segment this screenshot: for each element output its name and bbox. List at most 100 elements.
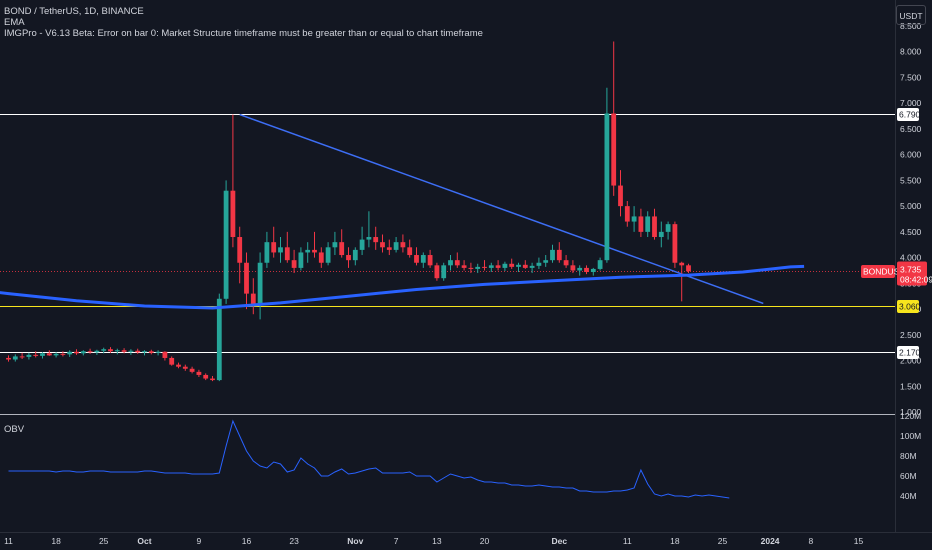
- candle-body: [597, 260, 603, 269]
- symbol-tag-text: BONDUSDT: [863, 267, 911, 277]
- time-tick-label: 23: [289, 536, 299, 546]
- time-tick-label: 9: [197, 536, 202, 546]
- obv-tick-label: 100M: [900, 431, 921, 441]
- candle-body: [393, 242, 399, 250]
- candle-body: [414, 255, 419, 263]
- candle-body: [114, 350, 120, 352]
- candle-body: [257, 262, 263, 304]
- candle-body: [482, 266, 487, 268]
- candle-body: [536, 262, 542, 266]
- candle-body: [230, 190, 236, 238]
- price-tick-label: 6.000: [900, 150, 922, 160]
- obv-line: [8, 419, 730, 499]
- level-price-text: 2.170: [899, 348, 921, 358]
- time-tick-label: 11: [623, 536, 632, 546]
- candle-body: [216, 298, 222, 381]
- candle-body: [563, 260, 569, 266]
- candle-body: [67, 351, 73, 355]
- time-tick-label: 16: [242, 536, 252, 546]
- candle-body: [672, 224, 678, 263]
- candle-body: [570, 265, 576, 271]
- candle-body: [87, 351, 93, 353]
- time-tick-label: 11: [4, 536, 13, 546]
- candle-body: [210, 378, 215, 381]
- candle-body: [434, 265, 440, 279]
- candle-body: [318, 252, 324, 263]
- price-tick-label: 5.500: [900, 175, 922, 185]
- level-price-tag: [897, 346, 919, 359]
- candle-body: [427, 255, 433, 266]
- candle-body: [80, 351, 86, 354]
- time-tick-label: 20: [480, 536, 490, 546]
- price-tick-label: 8.000: [900, 47, 922, 57]
- price-tick-label: 1.000: [900, 407, 922, 417]
- obv-tick-label: 80M: [900, 451, 917, 461]
- chart-legend: BOND / TetherUS, 1D, BINANCE EMA IMGPro …: [4, 6, 483, 39]
- candle-body: [182, 366, 188, 369]
- time-tick-label: 18: [670, 536, 680, 546]
- candle-body: [46, 353, 52, 356]
- candle-body: [312, 249, 317, 253]
- level-price-tag: [897, 300, 919, 313]
- candle-body: [305, 249, 311, 253]
- candle-body: [380, 242, 385, 248]
- candle-body: [101, 349, 107, 351]
- candle-body: [502, 263, 508, 268]
- time-tick-label: 7: [394, 536, 399, 546]
- candle-body: [373, 237, 379, 243]
- candle-body: [6, 357, 11, 360]
- candle-body: [250, 293, 256, 304]
- price-tick-label: 5.000: [900, 201, 922, 211]
- candle-body: [658, 231, 664, 238]
- candle-body: [26, 354, 32, 357]
- ema-legend[interactable]: EMA: [4, 17, 25, 28]
- price-tick-label: 7.500: [900, 72, 922, 82]
- level-price-text: 3.060: [899, 302, 921, 312]
- obv-tick-label: 120M: [900, 411, 921, 421]
- time-tick-label: 25: [718, 536, 728, 546]
- time-tick-label: 13: [432, 536, 442, 546]
- candle-body: [448, 260, 453, 266]
- candle-body: [509, 263, 515, 267]
- candle-body: [679, 262, 685, 266]
- time-tick-label: Nov: [347, 536, 363, 546]
- candle-body: [543, 260, 549, 263]
- candle-body: [339, 242, 345, 256]
- candle-body: [223, 190, 229, 299]
- obv-tick-label: 60M: [900, 471, 917, 481]
- time-tick-label: Oct: [137, 536, 151, 546]
- candle-body: [332, 242, 338, 248]
- candle-body: [162, 351, 168, 358]
- candle-body: [298, 252, 304, 268]
- obv-legend[interactable]: OBV: [4, 424, 25, 435]
- candle-body: [454, 260, 460, 266]
- candle-body: [325, 247, 331, 263]
- candle-body: [148, 351, 154, 353]
- candle-body: [19, 356, 25, 358]
- candle-body: [516, 264, 521, 267]
- candle-body: [155, 351, 161, 353]
- price-tick-label: 6.500: [900, 124, 922, 134]
- symbol-title[interactable]: BOND / TetherUS, 1D, BINANCE: [4, 6, 144, 17]
- price-tick-label: 2.500: [900, 330, 922, 340]
- symbol-tag: [861, 265, 895, 278]
- candle-body: [237, 237, 243, 263]
- price-tick-label: 4.500: [900, 227, 922, 237]
- last-price-text: 3.735: [900, 265, 922, 275]
- candle-body: [366, 237, 372, 240]
- candle-body: [665, 224, 671, 232]
- candle-body: [386, 247, 392, 250]
- candle-body: [584, 267, 589, 273]
- candle-body: [441, 265, 447, 279]
- currency-button[interactable]: USDT: [896, 5, 926, 25]
- candle-body: [94, 350, 100, 353]
- countdown-text: 08:42:09: [900, 275, 932, 285]
- last-price-tag: [897, 261, 927, 286]
- candle-body: [176, 364, 181, 367]
- candle-body: [420, 255, 426, 263]
- time-tick-label: 18: [51, 536, 61, 546]
- candle-body: [352, 249, 358, 261]
- candle-body: [128, 350, 134, 352]
- candle-body: [60, 353, 66, 355]
